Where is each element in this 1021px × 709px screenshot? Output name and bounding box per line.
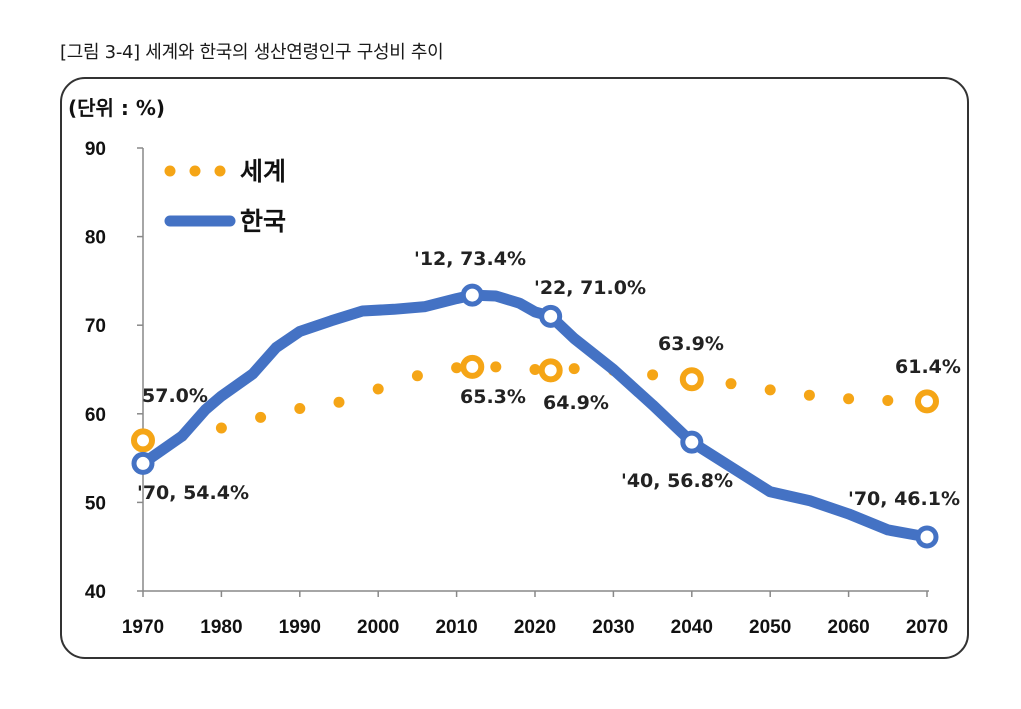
world-data-label: 63.9% [658, 333, 724, 355]
legend-world-dot [189, 165, 201, 177]
y-tick-label: 50 [85, 493, 106, 514]
world-point [490, 361, 502, 373]
data-labels: 57.0% 65.3% 64.9% 63.9% 61.4% '70, 54.4% '12, … [137, 248, 961, 510]
y-tick-label: 40 [85, 582, 106, 603]
korea-marker [131, 451, 155, 475]
x-tick-label: 1990 [279, 617, 321, 638]
world-marker [679, 367, 704, 392]
world-marker [915, 389, 939, 414]
unit-label: (단위 : %) [68, 96, 165, 120]
world-point [529, 364, 541, 375]
x-tick-label: 2040 [671, 617, 713, 638]
x-tick-label: 2070 [906, 617, 948, 638]
x-tick-label: 2030 [592, 617, 634, 638]
legend-label-korea: 한국 [240, 207, 286, 236]
chart-frame [60, 77, 969, 659]
world-point [411, 370, 423, 382]
x-tick-label: 2060 [827, 617, 869, 638]
world-point [372, 383, 384, 395]
korea-data-label: '70, 54.4% [137, 482, 249, 504]
y-tick-label: 90 [85, 139, 106, 160]
legend-label-world: 세계 [240, 157, 286, 186]
world-point [255, 411, 267, 423]
korea-marker [680, 430, 704, 454]
legend-world-dot [164, 165, 176, 177]
world-point [725, 378, 737, 390]
world-data-label: 64.9% [543, 392, 609, 414]
world-data-label: 57.0% [142, 385, 208, 407]
x-tick-label: 2020 [514, 617, 556, 638]
world-point [333, 396, 345, 408]
x-tick-label: 2010 [435, 617, 477, 638]
korea-marker [539, 304, 563, 328]
world-data-label: 61.4% [895, 356, 961, 378]
korea-data-label: '12, 73.4% [414, 248, 526, 270]
korea-data-label: '22, 71.0% [534, 277, 646, 299]
y-tick-label: 70 [85, 316, 106, 337]
x-tick-label: 2050 [749, 617, 791, 638]
world-point [882, 395, 894, 407]
world-point [647, 369, 659, 381]
world-point [764, 384, 776, 396]
world-marker [131, 428, 155, 453]
world-point [843, 393, 855, 405]
x-tick-label: 1980 [200, 617, 242, 638]
x-tick-label: 2000 [357, 617, 399, 638]
figure-caption: [그림 3-4] 세계와 한국의 생산연령인구 구성비 추이 [60, 42, 444, 63]
x-tick-label: 1970 [122, 617, 164, 638]
axes: 90 80 70 60 50 40 1970 1980 1990 2000 2010 2020 2030… [85, 139, 948, 638]
korea-data-label: '70, 46.1% [848, 488, 960, 510]
korea-marker [915, 525, 939, 549]
world-point [568, 363, 580, 375]
y-tick-label: 80 [85, 228, 106, 249]
world-point [294, 402, 306, 414]
y-tick-label: 60 [85, 405, 106, 426]
world-point [215, 422, 227, 434]
world-point [803, 389, 815, 401]
korea-line [137, 289, 933, 543]
world-marker [538, 358, 563, 383]
korea-marker [460, 283, 484, 307]
korea-data-label: '40, 56.8% [621, 470, 733, 492]
world-point [451, 362, 463, 374]
world-marker [460, 354, 485, 379]
world-data-label: 65.3% [460, 386, 526, 408]
legend-world-dot [214, 165, 226, 177]
series-layer [131, 283, 939, 549]
